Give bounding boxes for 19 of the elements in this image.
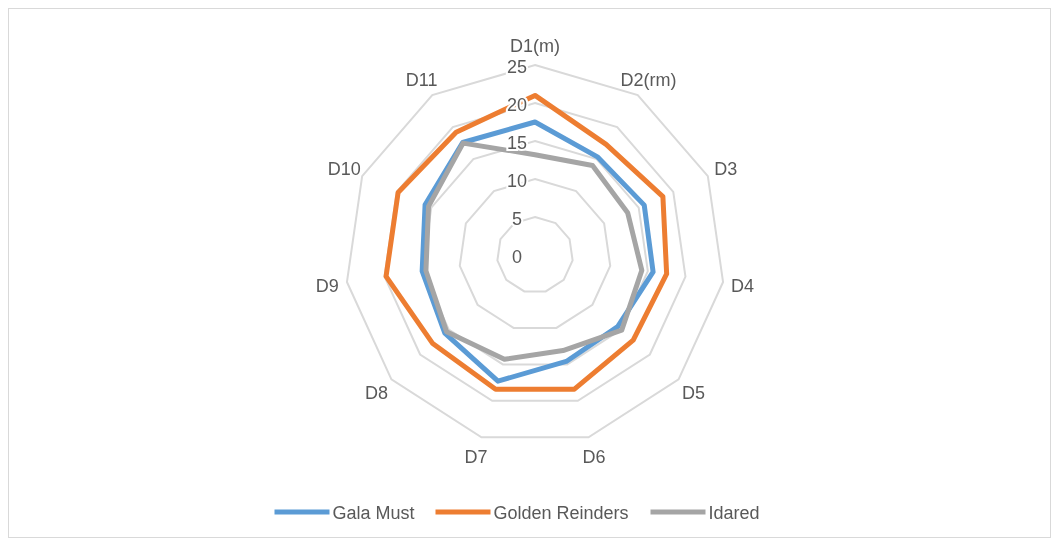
spoke-label: D11 bbox=[405, 69, 438, 90]
y-tick-label: 5 bbox=[511, 209, 523, 229]
y-tick-label: 0 bbox=[511, 247, 523, 267]
spoke-label: D1(m) bbox=[510, 36, 560, 57]
spoke-label: D5 bbox=[682, 383, 706, 404]
spoke-label: D3 bbox=[714, 158, 738, 179]
spoke-label: D4 bbox=[731, 275, 755, 296]
y-tick-label: 10 bbox=[506, 171, 528, 191]
spoke-label: D8 bbox=[364, 383, 388, 404]
spoke-label: D7 bbox=[464, 447, 488, 468]
spoke-label: D9 bbox=[315, 275, 339, 296]
legend-label: Gala Must bbox=[332, 503, 415, 523]
legend-label: Golden Reinders bbox=[493, 503, 629, 523]
y-tick-label: 25 bbox=[506, 57, 528, 77]
spoke-label: D2(rm) bbox=[620, 69, 677, 90]
spoke-label: D10 bbox=[327, 158, 361, 179]
spoke-label: D6 bbox=[582, 447, 606, 468]
y-tick-label: 15 bbox=[506, 133, 528, 153]
legend-label: Idared bbox=[708, 503, 760, 523]
